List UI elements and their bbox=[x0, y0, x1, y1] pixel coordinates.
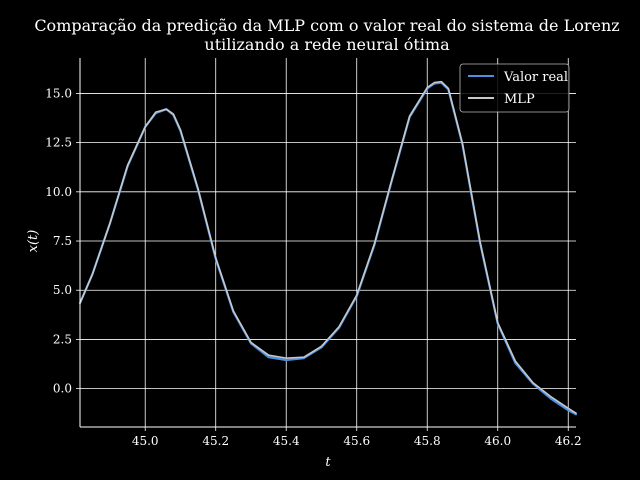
x-tick-label: 45.2 bbox=[202, 434, 229, 448]
x-tick-label: 46.2 bbox=[555, 434, 582, 448]
axes bbox=[79, 58, 576, 428]
chart-title: Comparação da predição da MLP com o valo… bbox=[34, 16, 619, 54]
y-tick-label: 5.0 bbox=[53, 283, 72, 297]
x-tick-label: 45.8 bbox=[414, 434, 441, 448]
chart-title-line-2: utilizando a rede neural ótima bbox=[204, 35, 450, 54]
grid bbox=[80, 58, 576, 427]
chart-title-line-1: Comparação da predição da MLP com o valo… bbox=[34, 16, 619, 35]
x-tick-label: 45.6 bbox=[343, 434, 370, 448]
y-tick-label: 2.5 bbox=[53, 332, 72, 346]
x-axis-label: t bbox=[325, 455, 331, 470]
series-line-mlp bbox=[79, 80, 577, 415]
x-tick-label: 45.0 bbox=[132, 434, 159, 448]
series-lines bbox=[78, 80, 578, 416]
legend-label: Valor real bbox=[503, 70, 568, 85]
y-tick-label: 7.5 bbox=[53, 234, 72, 248]
ticks: 45.0 45.2 45.4 45.6 45.8 46.0 46.2 0.0 2.5 5.0 7.5… bbox=[45, 86, 581, 448]
y-tick-label: 15.0 bbox=[45, 86, 72, 100]
legend: Valor real MLP bbox=[459, 63, 570, 113]
y-tick-label: 10.0 bbox=[45, 185, 72, 199]
y-tick-label: 0.0 bbox=[53, 382, 72, 396]
legend-label: MLP bbox=[504, 92, 535, 107]
x-tick-label: 46.0 bbox=[484, 434, 511, 448]
y-tick-label: 12.5 bbox=[45, 136, 72, 150]
y-axis-label: x(t) bbox=[26, 230, 41, 253]
x-tick-label: 45.4 bbox=[273, 434, 300, 448]
